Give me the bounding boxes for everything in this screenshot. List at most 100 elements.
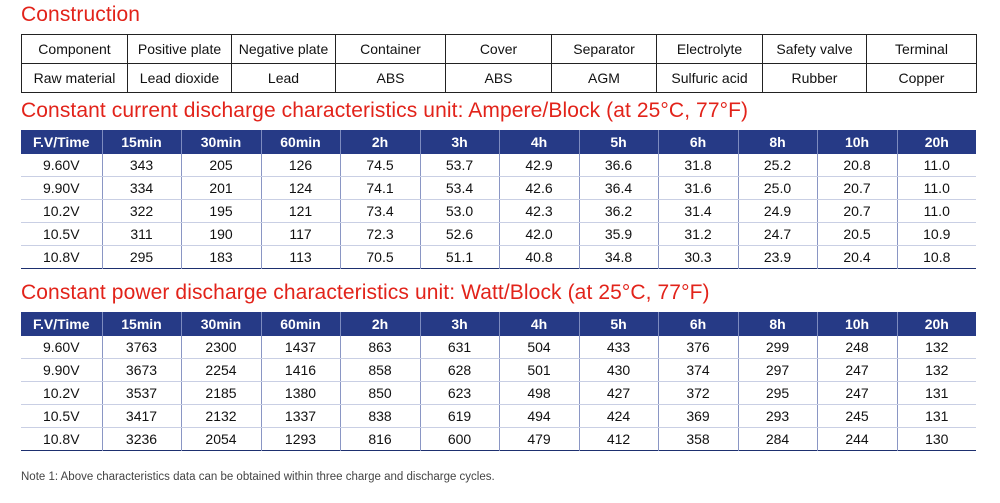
power-value-cell: 3236: [101, 427, 181, 451]
power-value-cell: 863: [339, 336, 420, 359]
current-value-cell: 10.9: [896, 222, 976, 246]
current-column-header: 2h: [339, 130, 420, 154]
current-column-header: 4h: [498, 130, 579, 154]
power-value-cell: 504: [498, 336, 579, 359]
power-voltage-cell: 10.8V: [42, 431, 80, 447]
construction-cell: Safety valve: [762, 34, 867, 64]
power-column-header: F.V/Time: [21, 312, 102, 336]
current-value-cell: 42.9: [498, 154, 579, 177]
construction-cell: Electrolyte: [656, 34, 763, 64]
power-value-cell: 358: [657, 427, 738, 451]
power-column-header: 8h: [737, 312, 817, 336]
current-value-cell: 322: [101, 199, 181, 223]
power-value-cell: 1337: [260, 404, 340, 428]
power-value-cell: 2132: [180, 404, 261, 428]
current-value-cell: 190: [180, 222, 261, 246]
power-column-header: 2h: [339, 312, 420, 336]
current-value-cell: 25.0: [737, 176, 817, 200]
current-voltage-cell: 9.90V: [21, 176, 102, 200]
current-value-cell: 53.4: [419, 176, 499, 200]
current-column-header: 60min: [260, 130, 340, 154]
power-value-cell: 247: [816, 358, 897, 382]
power-value-cell: 501: [498, 358, 579, 382]
table-row: 10.5V 3417 2132 1337 838 619 494 424 369 293 245 13…: [21, 404, 976, 428]
construction-table: Component Positive plate Negative plate Con…: [21, 34, 977, 93]
current-value-cell: 72.3: [339, 222, 420, 246]
current-value-cell: 117: [260, 222, 340, 246]
current-value-cell: 20.7: [816, 176, 897, 200]
current-column-header: 3h: [419, 130, 499, 154]
construction-cell: Raw material: [21, 63, 128, 93]
current-value-cell: 24.9: [737, 199, 817, 223]
power-voltage-cell: 9.90V: [21, 358, 102, 382]
current-value-cell: 42.3: [498, 199, 579, 223]
power-value-cell: 295: [737, 381, 817, 405]
current-column-header: 8h: [737, 130, 817, 154]
current-voltage-cell: 10.8V: [42, 249, 80, 265]
power-value-cell: 369: [657, 404, 738, 428]
power-value-cell: 631: [419, 336, 499, 359]
current-value-cell: 113: [260, 245, 340, 269]
current-value-cell: 53.0: [419, 199, 499, 223]
current-value-cell: 25.2: [737, 154, 817, 177]
table-row: 10.5V 311 190 117 72.3 52.6 42.0 35.9 31.2 24.7 20…: [21, 222, 976, 246]
current-value-cell: 205: [180, 154, 261, 177]
current-column-header: 5h: [578, 130, 658, 154]
power-value-cell: 372: [657, 381, 738, 405]
power-column-header: 6h: [657, 312, 738, 336]
current-value-cell: 195: [180, 199, 261, 223]
construction-cell: Rubber: [762, 63, 867, 93]
power-value-cell: 284: [737, 427, 817, 451]
construction-cell: Container: [335, 34, 446, 64]
power-column-header: 3h: [419, 312, 499, 336]
power-value-cell: 131: [896, 404, 976, 428]
power-value-cell: 628: [419, 358, 499, 382]
table-row: 9.60V 3763 2300 1437 863 631 504 433 376 299 248 13…: [21, 336, 976, 359]
current-value-cell: 124: [260, 176, 340, 200]
construction-row: Component Positive plate Negative plate Con…: [21, 34, 977, 64]
power-column-header: 20h: [896, 312, 976, 336]
power-value-cell: 244: [816, 427, 897, 451]
power-value-cell: 427: [578, 381, 658, 405]
power-value-cell: 412: [578, 427, 658, 451]
power-column-header: 4h: [498, 312, 579, 336]
construction-cell: AGM: [551, 63, 657, 93]
current-value-cell: 20.8: [816, 154, 897, 177]
current-value-cell: 36.6: [578, 154, 658, 177]
table-row: 9.90V 334 201 124 74.1 53.4 42.6 36.4 31.6 25.0 20…: [21, 176, 976, 200]
current-value-cell: 74.5: [339, 154, 420, 177]
power-value-cell: 2054: [180, 427, 261, 451]
power-value-cell: 3673: [101, 358, 181, 382]
current-value-cell: 42.0: [498, 222, 579, 246]
power-value-cell: 479: [498, 427, 579, 451]
power-value-cell: 248: [816, 336, 897, 359]
power-value-cell: 600: [419, 427, 499, 451]
power-value-cell: 433: [578, 336, 658, 359]
construction-cell: ABS: [445, 63, 552, 93]
current-value-cell: 20.5: [816, 222, 897, 246]
power-header-row: F.V/Time 15min 30min 60min 2h 3h 4h 5h 6h 8h 10h 20…: [21, 312, 976, 336]
power-column-header: 5h: [578, 312, 658, 336]
current-column-header: 20h: [896, 130, 976, 154]
construction-cell: Copper: [866, 63, 977, 93]
current-value-cell: 36.2: [578, 199, 658, 223]
power-value-cell: 3417: [101, 404, 181, 428]
table-row: 10.2V 322 195 121 73.4 53.0 42.3 36.2 31.4 24.9 20…: [21, 199, 976, 223]
current-value-cell: 51.1: [419, 245, 499, 269]
power-value-cell: 1437: [260, 336, 340, 359]
power-voltage-cell: 9.60V: [21, 336, 102, 359]
current-value-cell: 343: [101, 154, 181, 177]
table-row: 9.90V 3673 2254 1416 858 628 501 430 374 297 247 13…: [21, 358, 976, 382]
construction-cell: Terminal: [866, 34, 977, 64]
current-value-cell: 31.2: [657, 222, 738, 246]
table-row: 10.8V 295 183 113 70.5 51.1 40.8 34.8 30.3 23.9 20…: [21, 245, 976, 269]
construction-cell: Positive plate: [127, 34, 232, 64]
power-value-cell: 494: [498, 404, 579, 428]
current-value-cell: 24.7: [737, 222, 817, 246]
current-voltage-cell: 10.5V: [21, 222, 102, 246]
power-value-cell: 1380: [260, 381, 340, 405]
table-row: 10.8V 3236 2054 1293 816 600 479 412 358 284 244 13…: [21, 427, 976, 451]
current-value-cell: 70.5: [339, 245, 420, 269]
power-value-cell: 2254: [180, 358, 261, 382]
current-value-cell: 36.4: [578, 176, 658, 200]
